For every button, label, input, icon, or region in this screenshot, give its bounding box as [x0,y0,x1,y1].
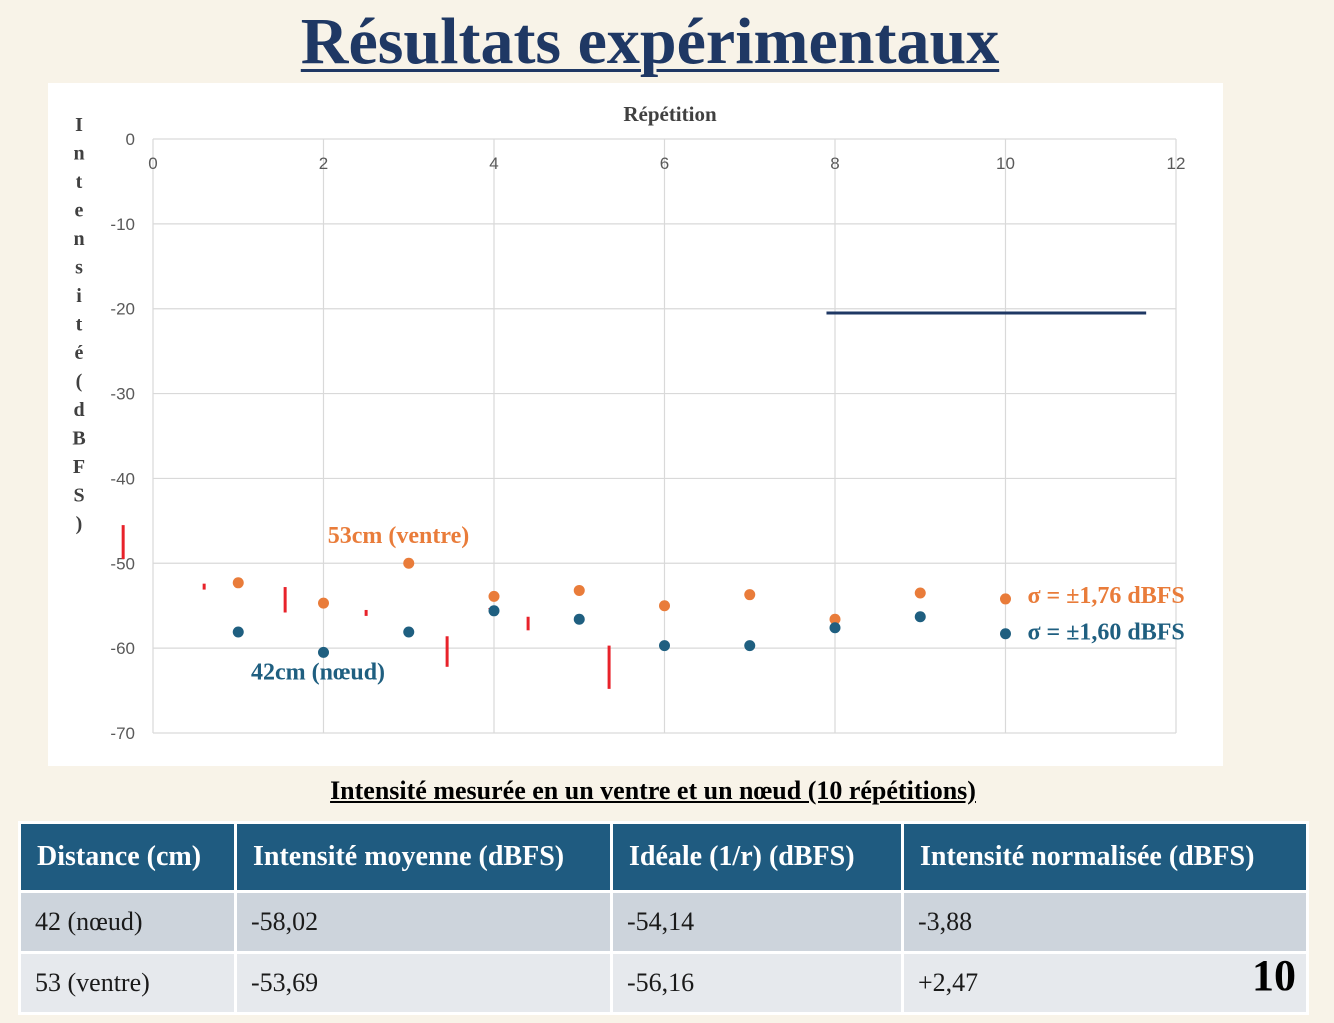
data-point-ventre [744,589,756,601]
header-normalized: Intensité normalisée (dBFS) [901,821,1309,893]
data-point-noeud [318,646,329,658]
y-tick-label: -20 [110,300,135,319]
y-tick-label: -30 [110,385,135,404]
data-point-noeud [573,613,585,625]
x-axis-title: Répétition [623,102,717,126]
cell-distance: 53 (ventre) [18,951,237,1015]
cell-distance: 42 (nœud) [18,890,237,954]
y-axis-title-char: n [73,143,84,165]
x-tick-label: 6 [660,154,669,173]
data-point-noeud [914,611,926,623]
y-axis-title-char: ( [76,371,83,393]
x-tick-label: 2 [319,154,328,173]
y-tick-label: -10 [110,215,135,234]
cell-ideal: -56,16 [610,951,904,1015]
y-axis-title-char: e [75,200,84,222]
data-point-ventre [573,584,585,596]
data-point-noeud [403,626,415,638]
header-mean-intensity: Intensité moyenne (dBFS) [234,821,613,893]
y-axis-title-char: t [76,171,83,193]
y-axis-title-char: t [76,314,83,336]
slide-title: Résultats expérimentaux [300,5,1000,78]
x-tick-label: 4 [489,154,498,173]
page-number: 10 [1252,951,1296,1000]
y-axis-title-char: I [75,114,83,136]
data-point-ventre [232,577,244,589]
y-axis-title-char: B [72,428,85,450]
data-point-noeud [829,622,841,634]
y-axis-title-char: ) [76,513,83,535]
plot-area [104,131,1204,761]
scatter-chart: 0 2 4 6 8 10 12 0 -10 -20 -30 -40 -50 -60 -70 Répétitio… [72,102,1204,761]
results-table: Distance (cm) Intensité moyenne (dBFS) I… [18,821,1309,1015]
data-point-noeud [232,626,244,638]
data-point-noeud [488,605,500,617]
y-axis-title-char: é [75,342,84,364]
data-point-ventre [914,587,926,599]
data-point-ventre [318,597,329,609]
series-label-noeud: 42cm (nœud) [251,660,385,686]
y-tick-label: -70 [110,724,135,743]
data-point-noeud [1000,628,1011,640]
x-tick-label: 10 [996,154,1015,173]
header-ideal: Idéale (1/r) (dBFS) [610,821,904,893]
data-point-ventre [403,557,415,569]
y-axis-title-char: d [73,399,84,421]
table-header-row: Distance (cm) Intensité moyenne (dBFS) I… [18,821,1309,893]
cell-normalized: -3,88 [901,890,1309,954]
y-tick-label: -60 [110,639,135,658]
chart-panel: 0 2 4 6 8 10 12 0 -10 -20 -30 -40 -50 -60 -70 Répétitio… [48,83,1223,766]
y-tick-label: -40 [110,469,135,488]
y-axis-title-char: S [73,485,84,507]
x-tick-label: 0 [148,154,157,173]
cell-mean-intensity: -53,69 [234,951,613,1015]
x-tick-label: 12 [1167,154,1186,173]
sigma-annotation-ventre: σ = ±1,76 dBFS [1028,583,1185,609]
y-axis-title-char: s [75,257,83,279]
y-axis-title-char: i [76,285,82,307]
cell-normalized: +2,47 [901,951,1309,1015]
cell-ideal: -54,14 [610,890,904,954]
y-tick-label: 0 [126,130,135,149]
y-axis-title-char: F [73,456,85,478]
series-label-ventre: 53cm (ventre) [328,523,470,549]
y-axis-title-char: n [73,228,84,250]
data-point-noeud [744,640,756,652]
table-caption: Intensité mesurée en un ventre et un nœu… [330,776,976,805]
sigma-annotation-noeud: σ = ±1,60 dBFS [1028,620,1185,646]
data-point-ventre [1000,593,1011,605]
data-point-noeud [659,640,670,652]
table-row: 42 (nœud) -58,02 -54,14 -3,88 [18,890,1309,954]
cell-mean-intensity: -58,02 [234,890,613,954]
y-tick-label: -50 [110,554,135,573]
data-point-ventre [659,600,670,612]
data-point-ventre [829,613,841,625]
header-distance: Distance (cm) [18,821,237,893]
data-point-ventre [488,590,500,602]
table-row: 53 (ventre) -53,69 -56,16 +2,47 [18,951,1309,1015]
x-tick-label: 8 [830,154,839,173]
